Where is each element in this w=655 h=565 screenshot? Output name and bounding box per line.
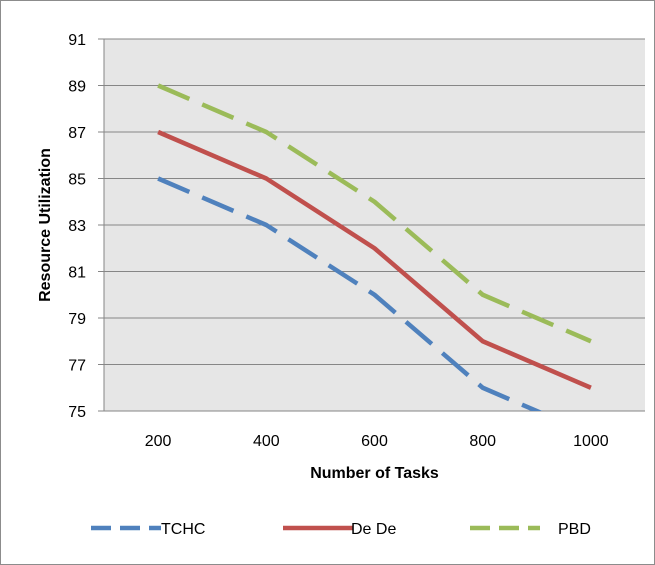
axis-labels: 75 77 79 81 83 85 87 89 91 200 400 600 800 1000 bbox=[68, 32, 609, 450]
gridlines bbox=[98, 38, 645, 412]
y-tick-label: 87 bbox=[68, 125, 86, 142]
x-tick-label: 1000 bbox=[573, 433, 609, 450]
y-tick-label: 77 bbox=[68, 358, 86, 375]
y-tick-label: 83 bbox=[68, 218, 86, 235]
legend-label: De De bbox=[351, 521, 396, 538]
y-tick-label: 79 bbox=[68, 311, 86, 328]
x-tick-label: 200 bbox=[145, 433, 172, 450]
y-tick-label: 89 bbox=[68, 79, 86, 96]
legend-label: PBD bbox=[558, 521, 591, 538]
y-tick-label: 81 bbox=[68, 265, 86, 282]
y-tick-label: 91 bbox=[68, 32, 86, 49]
y-tick-label: 85 bbox=[68, 172, 86, 189]
legend-label: TCHC bbox=[161, 521, 205, 538]
y-axis-title: Resource Utilization bbox=[37, 148, 54, 302]
axes bbox=[103, 39, 645, 412]
y-tick-label: 75 bbox=[68, 404, 86, 421]
x-tick-label: 600 bbox=[361, 433, 388, 450]
x-tick-label: 400 bbox=[253, 433, 280, 450]
x-tick-label: 800 bbox=[469, 433, 496, 450]
series-lines bbox=[157, 83, 592, 411]
legend: TCHC De De PBD bbox=[91, 521, 591, 538]
x-axis-title: Number of Tasks bbox=[310, 465, 439, 482]
